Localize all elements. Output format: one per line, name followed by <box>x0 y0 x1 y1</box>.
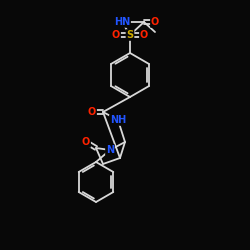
Text: NH: NH <box>110 115 126 125</box>
Text: HN: HN <box>114 17 130 27</box>
Text: N: N <box>106 145 114 155</box>
Text: O: O <box>88 107 96 117</box>
Text: O: O <box>151 17 159 27</box>
Text: O: O <box>82 137 90 147</box>
Text: O: O <box>140 30 148 40</box>
Text: S: S <box>126 30 134 40</box>
Text: O: O <box>112 30 120 40</box>
